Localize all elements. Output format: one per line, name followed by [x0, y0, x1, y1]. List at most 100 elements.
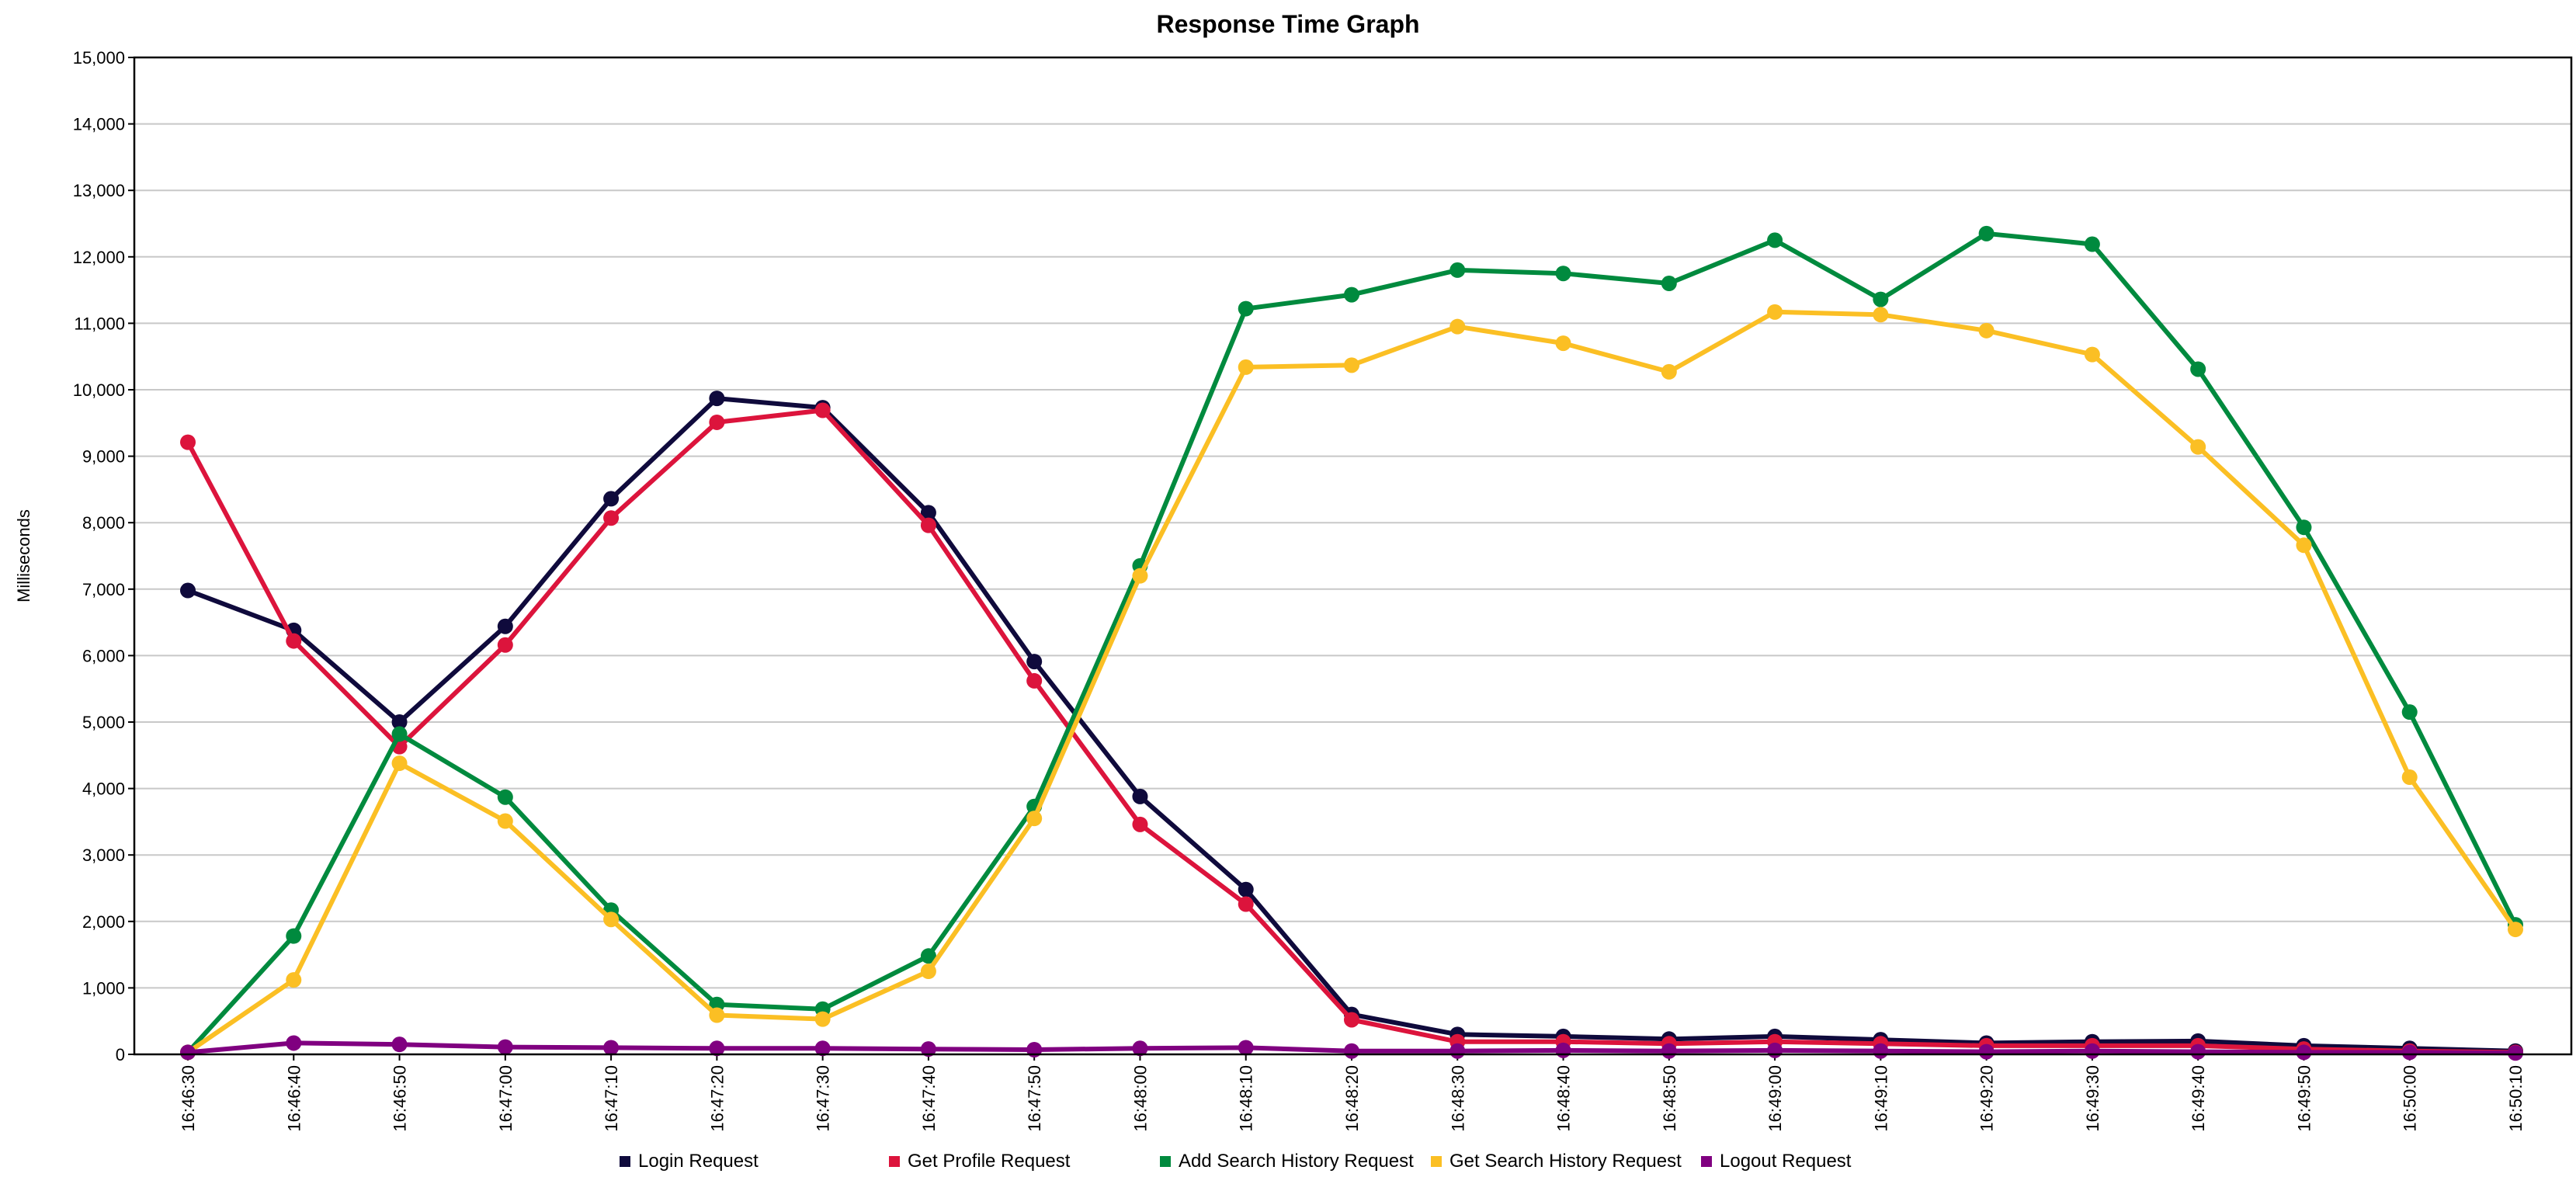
data-point [1026, 672, 1043, 689]
data-point [180, 582, 196, 599]
y-tick-label: 15,000 [73, 48, 125, 68]
data-point [2190, 439, 2206, 455]
data-point [709, 391, 725, 407]
data-point [1661, 1043, 1677, 1059]
x-tick-label: 16:49:40 [2189, 1065, 2208, 1132]
data-point [709, 414, 725, 430]
data-point [2401, 1044, 2418, 1061]
data-point [1238, 1040, 1254, 1056]
data-point [603, 911, 620, 928]
data-point [1767, 232, 1783, 248]
legend-label: Logout Request [1720, 1151, 1852, 1172]
x-tick-label: 16:47:40 [919, 1065, 939, 1132]
y-tick-label: 14,000 [73, 115, 125, 134]
data-point [2296, 537, 2312, 554]
x-tick-label: 16:49:10 [1871, 1065, 1890, 1132]
series-get-search-history-request [180, 304, 2523, 1061]
x-tick-label: 16:49:20 [1977, 1065, 1997, 1132]
data-point [1132, 1040, 1148, 1057]
data-point [1555, 335, 1571, 352]
data-point [920, 505, 936, 521]
y-tick-label: 10,000 [73, 380, 125, 400]
data-point [1132, 788, 1148, 804]
y-tick-label: 5,000 [82, 713, 125, 732]
x-tick-label: 16:49:00 [1765, 1065, 1785, 1132]
legend-swatch [889, 1156, 900, 1167]
x-tick-label: 16:49:50 [2294, 1065, 2314, 1132]
y-tick-label: 1,000 [82, 978, 125, 998]
data-point [2296, 519, 2312, 536]
data-point [180, 1044, 196, 1061]
y-axis-ticks: 0 1,000 2,000 3,000 4,000 5,000 6,000 7,000 8,00… [73, 48, 134, 1064]
data-point [1026, 654, 1043, 670]
x-tick-label: 16:48:20 [1342, 1065, 1362, 1132]
legend-swatch [1701, 1156, 1712, 1167]
data-point [1344, 1012, 1359, 1028]
x-tick-label: 16:46:40 [284, 1065, 304, 1132]
data-point [180, 434, 196, 450]
data-point [2508, 1045, 2523, 1061]
x-tick-label: 16:47:20 [707, 1065, 727, 1132]
y-tick-label: 3,000 [82, 846, 125, 865]
data-point [497, 637, 513, 653]
data-point [2190, 1043, 2206, 1060]
data-point [1344, 286, 1359, 303]
data-point [1767, 1042, 1783, 1058]
data-point [2084, 1043, 2100, 1059]
y-tick-label: 6,000 [82, 646, 125, 665]
legend-swatch [620, 1156, 630, 1167]
x-tick-label: 16:48:30 [1448, 1065, 1467, 1132]
legend-label: Login Request [638, 1151, 759, 1172]
data-point [1132, 568, 1148, 584]
data-point [2401, 704, 2418, 721]
data-point [497, 813, 513, 829]
series-line [186, 309, 2518, 1054]
data-point [603, 1040, 620, 1056]
y-axis-label: Milliseconds [14, 509, 33, 602]
x-tick-label: 16:47:10 [602, 1065, 621, 1132]
series-layer [180, 225, 2523, 1061]
data-point [1026, 811, 1043, 827]
x-tick-label: 16:48:40 [1554, 1065, 1574, 1132]
data-point [1873, 1043, 1889, 1059]
data-point [2296, 1044, 2312, 1061]
data-point [1555, 1042, 1571, 1058]
data-point [1238, 359, 1254, 375]
data-point [2084, 346, 2100, 363]
data-point [2508, 922, 2523, 938]
y-tick-label: 13,000 [73, 181, 125, 200]
data-point [920, 517, 936, 533]
chart-title: Response Time Graph [1156, 10, 1419, 38]
legend-swatch [1431, 1156, 1442, 1167]
y-tick-label: 9,000 [82, 447, 125, 467]
y-tick-label: 8,000 [82, 513, 125, 533]
data-point [2084, 236, 2100, 252]
data-point [920, 1041, 936, 1057]
data-point [1132, 816, 1148, 832]
data-point [1873, 307, 1889, 323]
x-axis-ticks: 16:46:30 16:46:40 16:46:50 16:47:00 16:47:10… [179, 1054, 2526, 1132]
data-point [1344, 1043, 1359, 1059]
x-tick-label: 16:50:00 [2401, 1065, 2420, 1132]
data-point [1661, 363, 1677, 380]
series-line [186, 396, 2516, 1054]
data-point [1978, 322, 1994, 339]
plot-frame [133, 56, 2573, 1056]
x-tick-label: 16:49:30 [2083, 1065, 2102, 1132]
legend-label: Add Search History Request [1179, 1151, 1414, 1172]
data-point [1978, 1043, 1994, 1060]
series-get-profile-request [180, 402, 2523, 1061]
x-tick-label: 16:48:00 [1130, 1065, 1150, 1132]
data-point [603, 510, 620, 526]
series-line [186, 231, 2518, 1054]
data-point [1238, 881, 1254, 898]
data-point [1238, 896, 1254, 912]
data-point [1767, 304, 1783, 320]
x-tick-label: 16:46:50 [391, 1065, 410, 1132]
data-point [286, 972, 302, 988]
series-add-search-history-request [180, 225, 2523, 1061]
x-tick-label: 16:47:30 [814, 1065, 833, 1132]
data-point [814, 1011, 831, 1027]
